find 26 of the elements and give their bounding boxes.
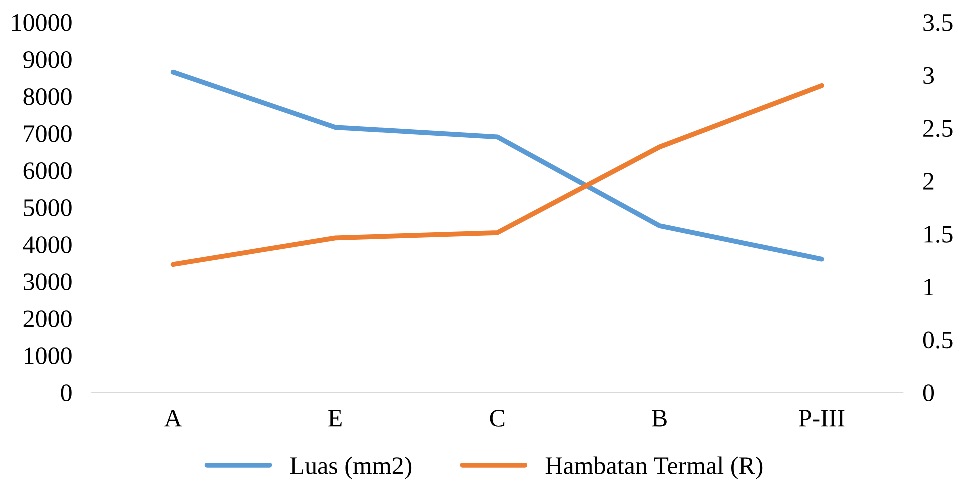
x-tick-label: E — [328, 410, 342, 427]
y-tick-label: 9000 — [24, 51, 72, 68]
legend-label: Luas (mm2) — [290, 456, 412, 480]
y-tick-label: 7000 — [24, 125, 72, 142]
y2-tick-label: 3.5 — [924, 14, 953, 32]
y-tick-label: 3000 — [24, 274, 72, 290]
y-tick-label: 6000 — [24, 162, 72, 180]
y2-tick-label: 1.5 — [924, 226, 953, 243]
y2-tick-label: 1 — [924, 279, 934, 296]
y2-tick-label: 0 — [923, 384, 934, 402]
y2-tick-label: 3 — [924, 67, 934, 84]
y-tick-label: 1000 — [25, 348, 72, 365]
y-tick-label: 5000 — [24, 200, 72, 216]
y2-tick-label: 0.5 — [923, 332, 953, 349]
y-tick-label: 2000 — [24, 310, 72, 328]
x-tick-label: C — [490, 410, 505, 427]
x-tick-label: P-III — [799, 410, 845, 427]
y-tick-label: 10000 — [12, 14, 72, 32]
legend-label: Hambatan Termal (R) — [546, 456, 763, 480]
x-tick-label: A — [164, 410, 182, 427]
x-tick-label: B — [652, 410, 667, 427]
y-tick-label: 4000 — [23, 236, 72, 254]
y-tick-label: 8000 — [24, 88, 72, 106]
y-tick-label: 0 — [61, 384, 72, 402]
y2-tick-label: 2.5 — [924, 120, 953, 138]
y2-tick-label: 2 — [924, 173, 934, 190]
